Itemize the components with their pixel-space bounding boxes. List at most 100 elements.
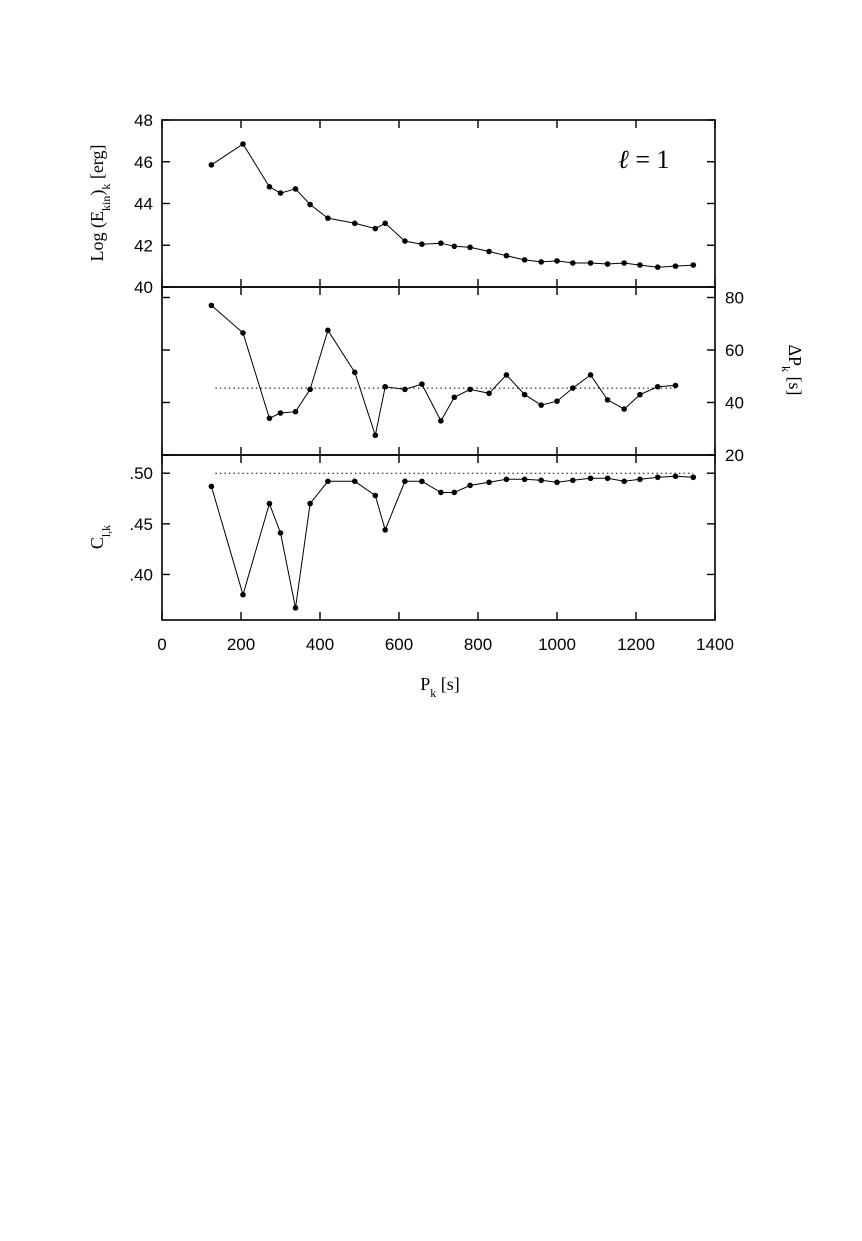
data-point-kinetic-energy — [690, 262, 697, 268]
ylabel3-b: l,k — [99, 525, 113, 537]
data-point-period-spacing — [486, 390, 492, 397]
data-point-period-spacing — [372, 432, 379, 439]
y-axis-title-kinetic-energy: Log (Ekin)k [erg] — [87, 145, 113, 262]
ylabel3-a: C — [87, 537, 107, 549]
data-point-period-spacing — [292, 408, 299, 415]
series-line-coefficient — [210, 475, 694, 608]
ylabel-a: Log (E — [87, 211, 108, 261]
xlabel-unit: [s] — [436, 674, 460, 694]
data-point-coefficient — [325, 478, 331, 485]
data-point-kinetic-energy — [467, 244, 473, 251]
data-point-coefficient — [467, 482, 473, 489]
x-tick-label: 1200 — [617, 635, 655, 654]
data-point-kinetic-energy — [382, 220, 388, 227]
data-point-period-spacing — [570, 385, 576, 391]
data-point-kinetic-energy — [240, 141, 246, 147]
y-tick-label: .45 — [129, 515, 153, 534]
x-tick-label: 0 — [157, 635, 166, 654]
data-point-period-spacing — [307, 386, 313, 393]
data-point-coefficient — [637, 476, 643, 483]
series-line-period-spacing — [211, 305, 676, 438]
data-point-period-spacing — [503, 372, 510, 378]
panel-frame-period-spacing — [161, 286, 716, 456]
ell-letter: ℓ — [618, 145, 629, 174]
xlabel-sub: k — [430, 686, 436, 700]
ell-value: = 1 — [629, 145, 670, 174]
data-point-coefficient — [554, 479, 560, 486]
data-point-coefficient — [621, 478, 627, 485]
data-point-coefficient — [503, 476, 510, 483]
ylabel2-b: k — [779, 366, 793, 372]
data-point-kinetic-energy — [521, 257, 528, 263]
data-point-kinetic-energy — [451, 243, 458, 250]
y-tick-label: 48 — [134, 111, 153, 130]
data-point-coefficient — [382, 527, 388, 533]
mode-annotation: ℓ = 1 — [618, 145, 670, 174]
series-line-kinetic-energy — [211, 143, 694, 268]
y-tick-label: .50 — [129, 464, 153, 483]
y-tick-label: 42 — [134, 236, 153, 255]
y-tick-label: 60 — [725, 341, 744, 360]
x-tick-label: 400 — [306, 635, 334, 654]
data-point-coefficient — [277, 530, 284, 536]
x-tick-label: 800 — [464, 635, 492, 654]
data-point-kinetic-energy — [587, 260, 594, 266]
data-point-period-spacing — [266, 415, 273, 422]
data-point-period-spacing — [419, 381, 425, 387]
data-point-coefficient — [604, 475, 611, 482]
data-point-coefficient — [292, 605, 299, 611]
ylabel-e: [erg] — [87, 145, 107, 184]
y-axis-title-coefficient: Cl,k — [87, 525, 113, 549]
data-point-kinetic-energy — [570, 260, 576, 266]
x-tick-label: 600 — [385, 635, 413, 654]
data-point-period-spacing — [402, 386, 408, 393]
data-point-kinetic-energy — [654, 264, 661, 270]
data-point-coefficient — [521, 476, 528, 483]
data-point-kinetic-energy — [325, 215, 331, 221]
data-point-period-spacing — [621, 406, 627, 412]
data-point-kinetic-energy — [351, 220, 358, 227]
data-point-coefficient — [266, 500, 273, 507]
data-point-period-spacing — [382, 383, 388, 390]
x-tick-label: 1400 — [696, 635, 734, 654]
data-point-kinetic-energy — [277, 190, 284, 196]
data-point-period-spacing — [240, 330, 246, 336]
data-point-coefficient — [538, 477, 544, 484]
ylabel2-c: [s] — [785, 372, 805, 396]
data-point-kinetic-energy — [503, 252, 510, 259]
x-axis-title: Pk [s] — [420, 674, 460, 700]
data-point-coefficient — [587, 475, 594, 482]
data-point-kinetic-energy — [266, 184, 273, 190]
data-point-period-spacing — [351, 369, 358, 376]
data-point-coefficient — [690, 474, 697, 481]
y-tick-label: 40 — [725, 394, 744, 413]
data-point-coefficient — [402, 478, 408, 485]
xlabel-main: P — [420, 674, 430, 694]
data-point-period-spacing — [538, 402, 544, 408]
data-point-period-spacing — [637, 391, 643, 398]
data-point-coefficient — [451, 489, 458, 496]
data-point-kinetic-energy — [438, 240, 444, 246]
plot-layer: 40 42 44 46 48 20 40 60 80 .40 .45 .50 0 200 400 600 800… — [129, 111, 744, 654]
data-point-period-spacing — [208, 302, 215, 309]
data-point-kinetic-energy — [292, 186, 299, 192]
data-point-coefficient — [208, 483, 215, 490]
y-tick-label: .40 — [129, 565, 153, 584]
data-point-period-spacing — [521, 391, 528, 398]
y-axis-title-period-spacing: ΔPk [s] — [779, 344, 805, 395]
x-tick-label: 200 — [227, 635, 255, 654]
data-point-kinetic-energy — [419, 241, 425, 248]
data-point-coefficient — [372, 492, 379, 499]
y-tick-label: 40 — [134, 278, 153, 297]
data-point-kinetic-energy — [637, 262, 643, 268]
data-point-period-spacing — [467, 386, 473, 393]
y-tick-label: 80 — [725, 289, 744, 308]
data-point-kinetic-energy — [402, 238, 408, 244]
y-tick-label: 20 — [725, 446, 744, 465]
data-point-coefficient — [307, 500, 313, 507]
data-point-kinetic-energy — [486, 248, 492, 255]
x-tick-label: 1000 — [538, 635, 576, 654]
data-point-kinetic-energy — [307, 201, 313, 208]
data-point-period-spacing — [587, 372, 594, 378]
ylabel2-a: ΔP — [785, 344, 805, 366]
